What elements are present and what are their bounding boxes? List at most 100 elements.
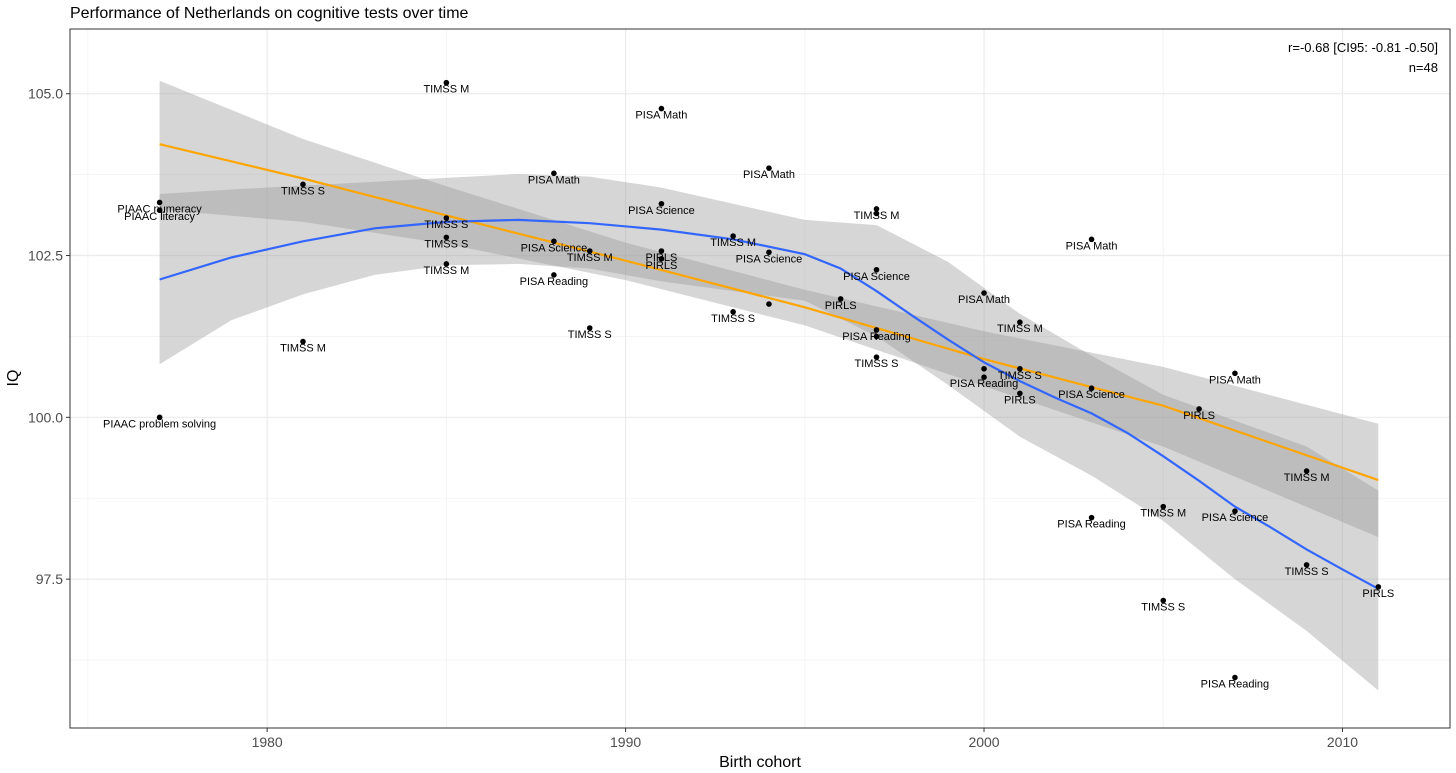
y-tick-label: 97.5	[36, 571, 63, 587]
data-point	[873, 327, 880, 333]
data-point	[586, 248, 593, 254]
point-label: TIMSS S	[711, 313, 755, 325]
data-point	[981, 365, 987, 372]
point-label: PISA Reading	[1057, 519, 1126, 531]
plot-border	[69, 28, 1451, 729]
point-label: TIMSS S	[424, 238, 468, 250]
fit-lines	[159, 143, 1379, 590]
point-label: PISA Reading	[520, 276, 589, 288]
data-point	[873, 266, 880, 273]
data-point	[873, 206, 880, 212]
point-label: PIAAC literacy	[124, 211, 195, 223]
data-points	[156, 79, 1382, 681]
point-label: PIRLS	[1004, 394, 1036, 406]
data-point	[1160, 597, 1167, 604]
correlation-annotation: r=-0.68 [CI95: -0.81 -0.50]	[1288, 40, 1438, 55]
data-point	[658, 200, 665, 207]
point-label: TIMSS M	[1140, 508, 1186, 520]
data-point	[1196, 406, 1202, 412]
point-label: PIRLS	[646, 252, 678, 264]
n-annotation: n=48	[1409, 60, 1438, 75]
data-point	[156, 199, 163, 206]
data-point	[766, 249, 772, 256]
point-label: TIMSS M	[854, 210, 900, 222]
chart-title: Performance of Netherlands on cognitive …	[70, 5, 469, 22]
point-label: TIMSS S	[998, 370, 1042, 382]
data-point	[300, 181, 306, 188]
data-point	[658, 248, 665, 254]
point-label: PIAAC numeracy	[117, 203, 202, 215]
x-tick-label: 2000	[968, 734, 999, 750]
data-point	[658, 105, 665, 112]
data-point	[443, 234, 450, 241]
point-label: TIMSS M	[423, 84, 469, 96]
point-label: TIMSS M	[710, 237, 756, 249]
point-label: TIMSS S	[1285, 566, 1329, 578]
data-point	[766, 301, 772, 307]
data-point	[443, 215, 450, 221]
point-label: PISA Math	[635, 110, 687, 122]
x-axis-title: Birth cohort	[719, 754, 801, 771]
point-label: PIRLS	[646, 260, 678, 272]
point-label: PISA Math	[1209, 374, 1261, 386]
point-label: PIRLS	[1183, 410, 1215, 422]
data-point	[156, 414, 163, 421]
point-label: PIRLS	[1362, 588, 1394, 600]
data-point	[1017, 390, 1023, 397]
point-label: TIMSS M	[997, 323, 1043, 335]
point-label: PISA Reading	[1201, 679, 1270, 691]
data-point	[551, 170, 557, 177]
y-tick-label: 100.0	[28, 409, 63, 425]
data-point	[1160, 503, 1167, 510]
point-label: PISA Math	[743, 169, 795, 181]
data-point	[1375, 584, 1382, 590]
plot-panel	[70, 29, 1450, 728]
loess-fit-line	[159, 218, 1379, 590]
data-point	[1017, 319, 1023, 325]
point-label: PISA Science	[521, 242, 588, 254]
data-point	[443, 261, 450, 267]
point-label: PIRLS	[825, 300, 857, 312]
point-label: PISA Science	[843, 271, 910, 283]
loess-confidence-band	[159, 174, 1379, 691]
data-point	[1017, 365, 1023, 372]
point-label: TIMSS M	[1284, 472, 1330, 484]
data-point	[766, 165, 772, 171]
y-tick-label: 102.5	[28, 248, 63, 264]
point-label: TIMSS M	[423, 265, 469, 277]
data-point	[981, 374, 987, 381]
data-point	[730, 309, 736, 315]
data-point	[1232, 508, 1238, 514]
data-point	[981, 290, 987, 296]
data-point	[443, 79, 450, 86]
data-point	[730, 233, 736, 239]
x-tick-label: 1980	[252, 734, 283, 750]
linear-confidence-band	[159, 80, 1379, 538]
axis-ticks: 1980 1990 2000 2010 97.5 100.0 102.5 105.0	[28, 86, 1358, 750]
x-tick-label: 2010	[1327, 734, 1358, 750]
point-label: PISA Science	[1058, 389, 1125, 401]
point-label: PISA Math	[528, 174, 580, 186]
data-point	[658, 255, 665, 262]
point-label: PISA Reading	[842, 331, 911, 343]
confidence-bands	[159, 80, 1379, 691]
data-point	[300, 338, 306, 345]
point-label: TIMSS S	[1141, 601, 1185, 613]
data-point	[156, 207, 163, 214]
data-point	[837, 296, 844, 302]
point-label: PISA Math	[958, 294, 1010, 306]
data-point	[1088, 514, 1095, 521]
linear-fit-line	[159, 143, 1379, 482]
point-label: PISA Science	[736, 253, 803, 265]
data-point	[873, 333, 880, 340]
data-point	[1088, 236, 1095, 243]
data-point	[551, 238, 557, 245]
data-point	[1232, 674, 1238, 681]
point-label: TIMSS M	[567, 252, 613, 264]
point-label: TIMSS S	[281, 185, 325, 197]
x-tick-label: 1990	[610, 734, 641, 750]
point-label: TIMSS S	[568, 329, 612, 341]
point-label: TIMSS M	[280, 343, 326, 355]
